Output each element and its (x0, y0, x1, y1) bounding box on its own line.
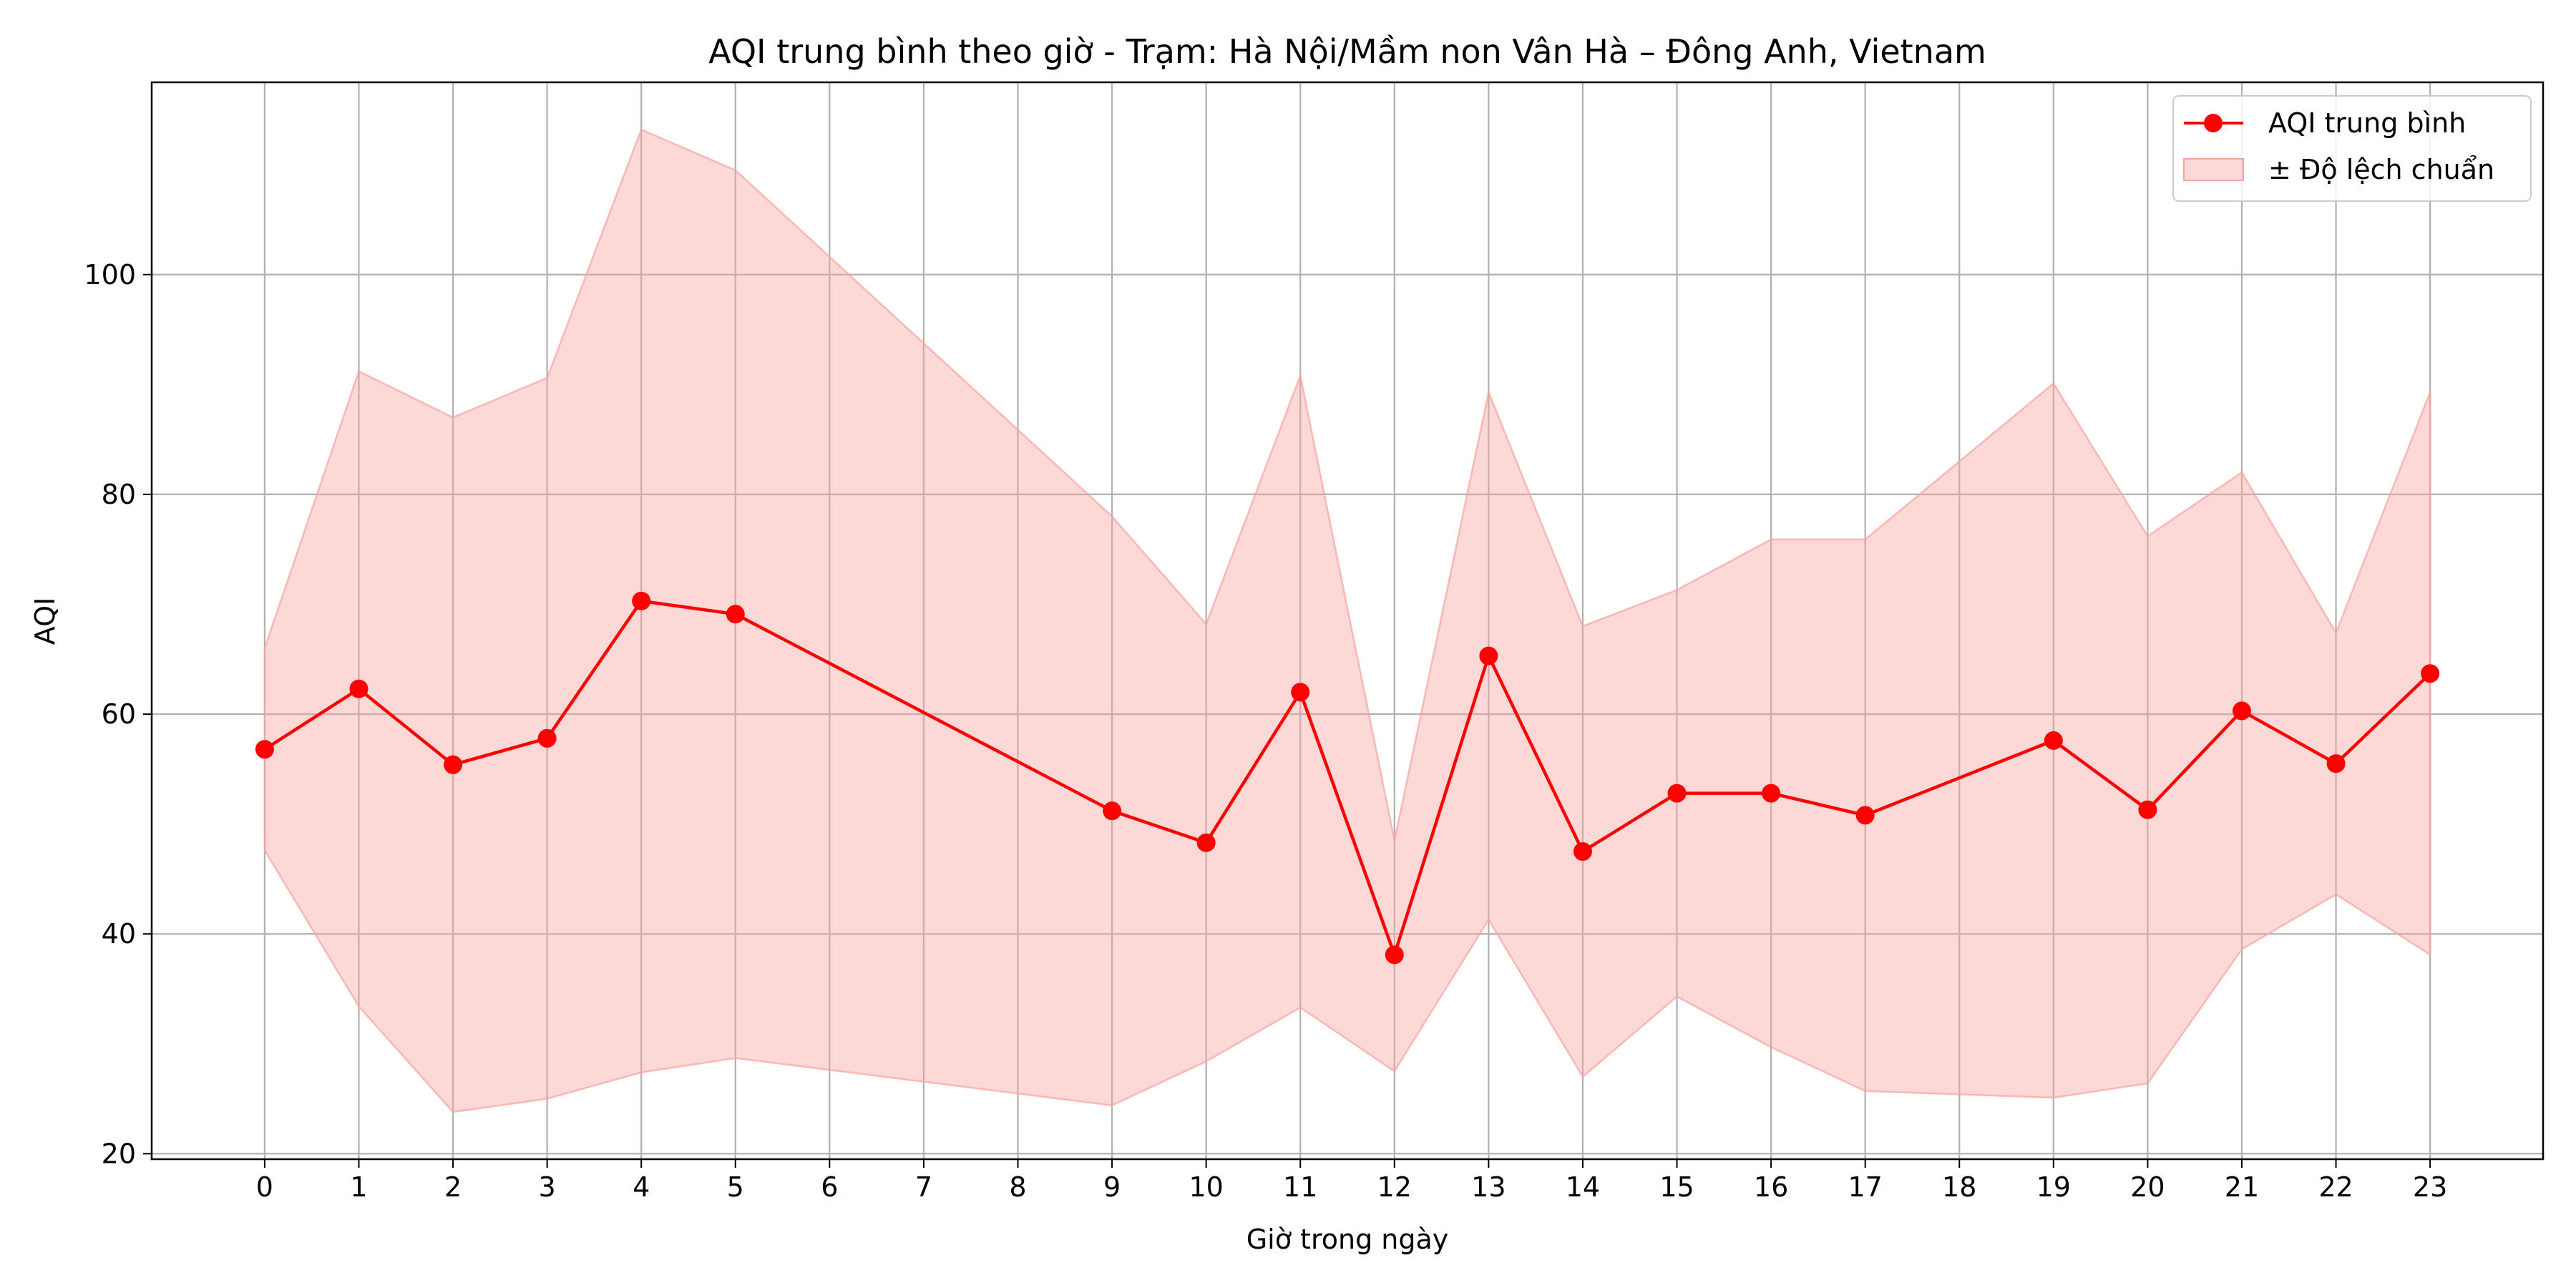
x-tick-label: 20 (2130, 1171, 2165, 1203)
y-tick-label: 60 (102, 698, 136, 730)
data-point (1573, 842, 1592, 861)
series-line (263, 599, 2431, 957)
x-tick-label: 15 (1659, 1171, 1694, 1203)
x-tick-label: 3 (539, 1171, 556, 1203)
data-point (632, 591, 651, 610)
x-tick-label: 1 (350, 1171, 367, 1203)
x-tick-label: 14 (1566, 1171, 1600, 1203)
x-tick-label: 16 (1754, 1171, 1788, 1203)
legend-label-std: ± Độ lệch chuẩn (2268, 154, 2494, 185)
x-tick-label: 0 (256, 1171, 273, 1203)
y-tick-label: 100 (84, 259, 136, 291)
std-band (263, 128, 2431, 1113)
x-tick-label: 9 (1103, 1171, 1121, 1203)
data-point (1291, 683, 1310, 702)
series-layer (255, 591, 2440, 965)
grid-lines (152, 82, 2543, 1159)
legend: AQI trung bình ± Độ lệch chuẩn (2172, 95, 2532, 202)
legend-band-swatch (2183, 158, 2244, 181)
x-tick-label: 11 (1283, 1171, 1317, 1203)
data-point (1667, 784, 1687, 803)
data-point (726, 605, 745, 624)
data-point (1855, 806, 1875, 825)
x-tick-label: 19 (2036, 1171, 2071, 1203)
data-point (1196, 833, 1216, 852)
data-point (537, 728, 557, 748)
x-tick-label: 17 (1848, 1171, 1882, 1203)
legend-marker-swatch (2204, 114, 2223, 132)
data-point (2421, 664, 2440, 683)
std-band-layer (263, 128, 2431, 1113)
y-axis-label: AQI (29, 597, 61, 645)
data-point (1762, 784, 1781, 803)
plot-frame (150, 81, 2545, 1161)
data-point (2138, 800, 2157, 819)
x-tick-label: 23 (2413, 1171, 2447, 1203)
data-point (1385, 945, 1404, 965)
y-tick-label: 40 (102, 918, 136, 950)
x-tick-label: 22 (2318, 1171, 2353, 1203)
x-tick-label: 2 (444, 1171, 462, 1203)
x-tick-label: 13 (1471, 1171, 1506, 1203)
data-point (1103, 801, 1122, 821)
legend-label-mean: AQI trung bình (2268, 107, 2466, 139)
chart-title: AQI trung bình theo giờ - Trạm: Hà Nội/M… (708, 32, 1986, 71)
x-tick-label: 18 (1942, 1171, 1976, 1203)
y-tick-label: 80 (102, 479, 136, 510)
data-point (255, 740, 274, 759)
y-tick-label: 20 (102, 1138, 136, 1169)
x-tick-label: 6 (821, 1171, 838, 1203)
x-tick-label: 12 (1377, 1171, 1412, 1203)
x-tick-label: 4 (633, 1171, 650, 1203)
data-point (2232, 701, 2251, 721)
x-tick-label: 7 (915, 1171, 932, 1203)
data-point (444, 755, 463, 774)
data-point (2326, 754, 2346, 774)
legend-box (2172, 95, 2532, 202)
x-tick-label: 21 (2225, 1171, 2259, 1203)
data-point (2044, 731, 2063, 750)
axis-ticks: 0 1 2 3 4 5 6 7 8 9 10 11 12 13 14 15 16 17 18 19 20 21 22 2320… (84, 259, 2447, 1203)
x-tick-label: 10 (1189, 1171, 1223, 1203)
x-tick-label: 8 (1009, 1171, 1026, 1203)
data-point (1479, 646, 1498, 665)
data-point (349, 679, 369, 698)
x-axis-label: Giờ trong ngày (1246, 1224, 1449, 1255)
x-tick-label: 5 (727, 1171, 744, 1203)
